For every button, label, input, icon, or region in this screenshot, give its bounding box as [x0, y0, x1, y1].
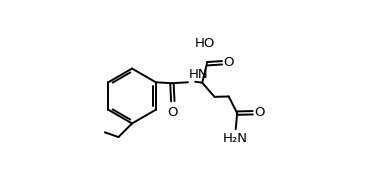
- Text: HO: HO: [195, 36, 216, 50]
- Text: H₂N: H₂N: [223, 132, 248, 145]
- Text: O: O: [254, 106, 265, 119]
- Text: O: O: [224, 56, 234, 69]
- Text: HN: HN: [189, 68, 208, 81]
- Text: O: O: [168, 106, 178, 118]
